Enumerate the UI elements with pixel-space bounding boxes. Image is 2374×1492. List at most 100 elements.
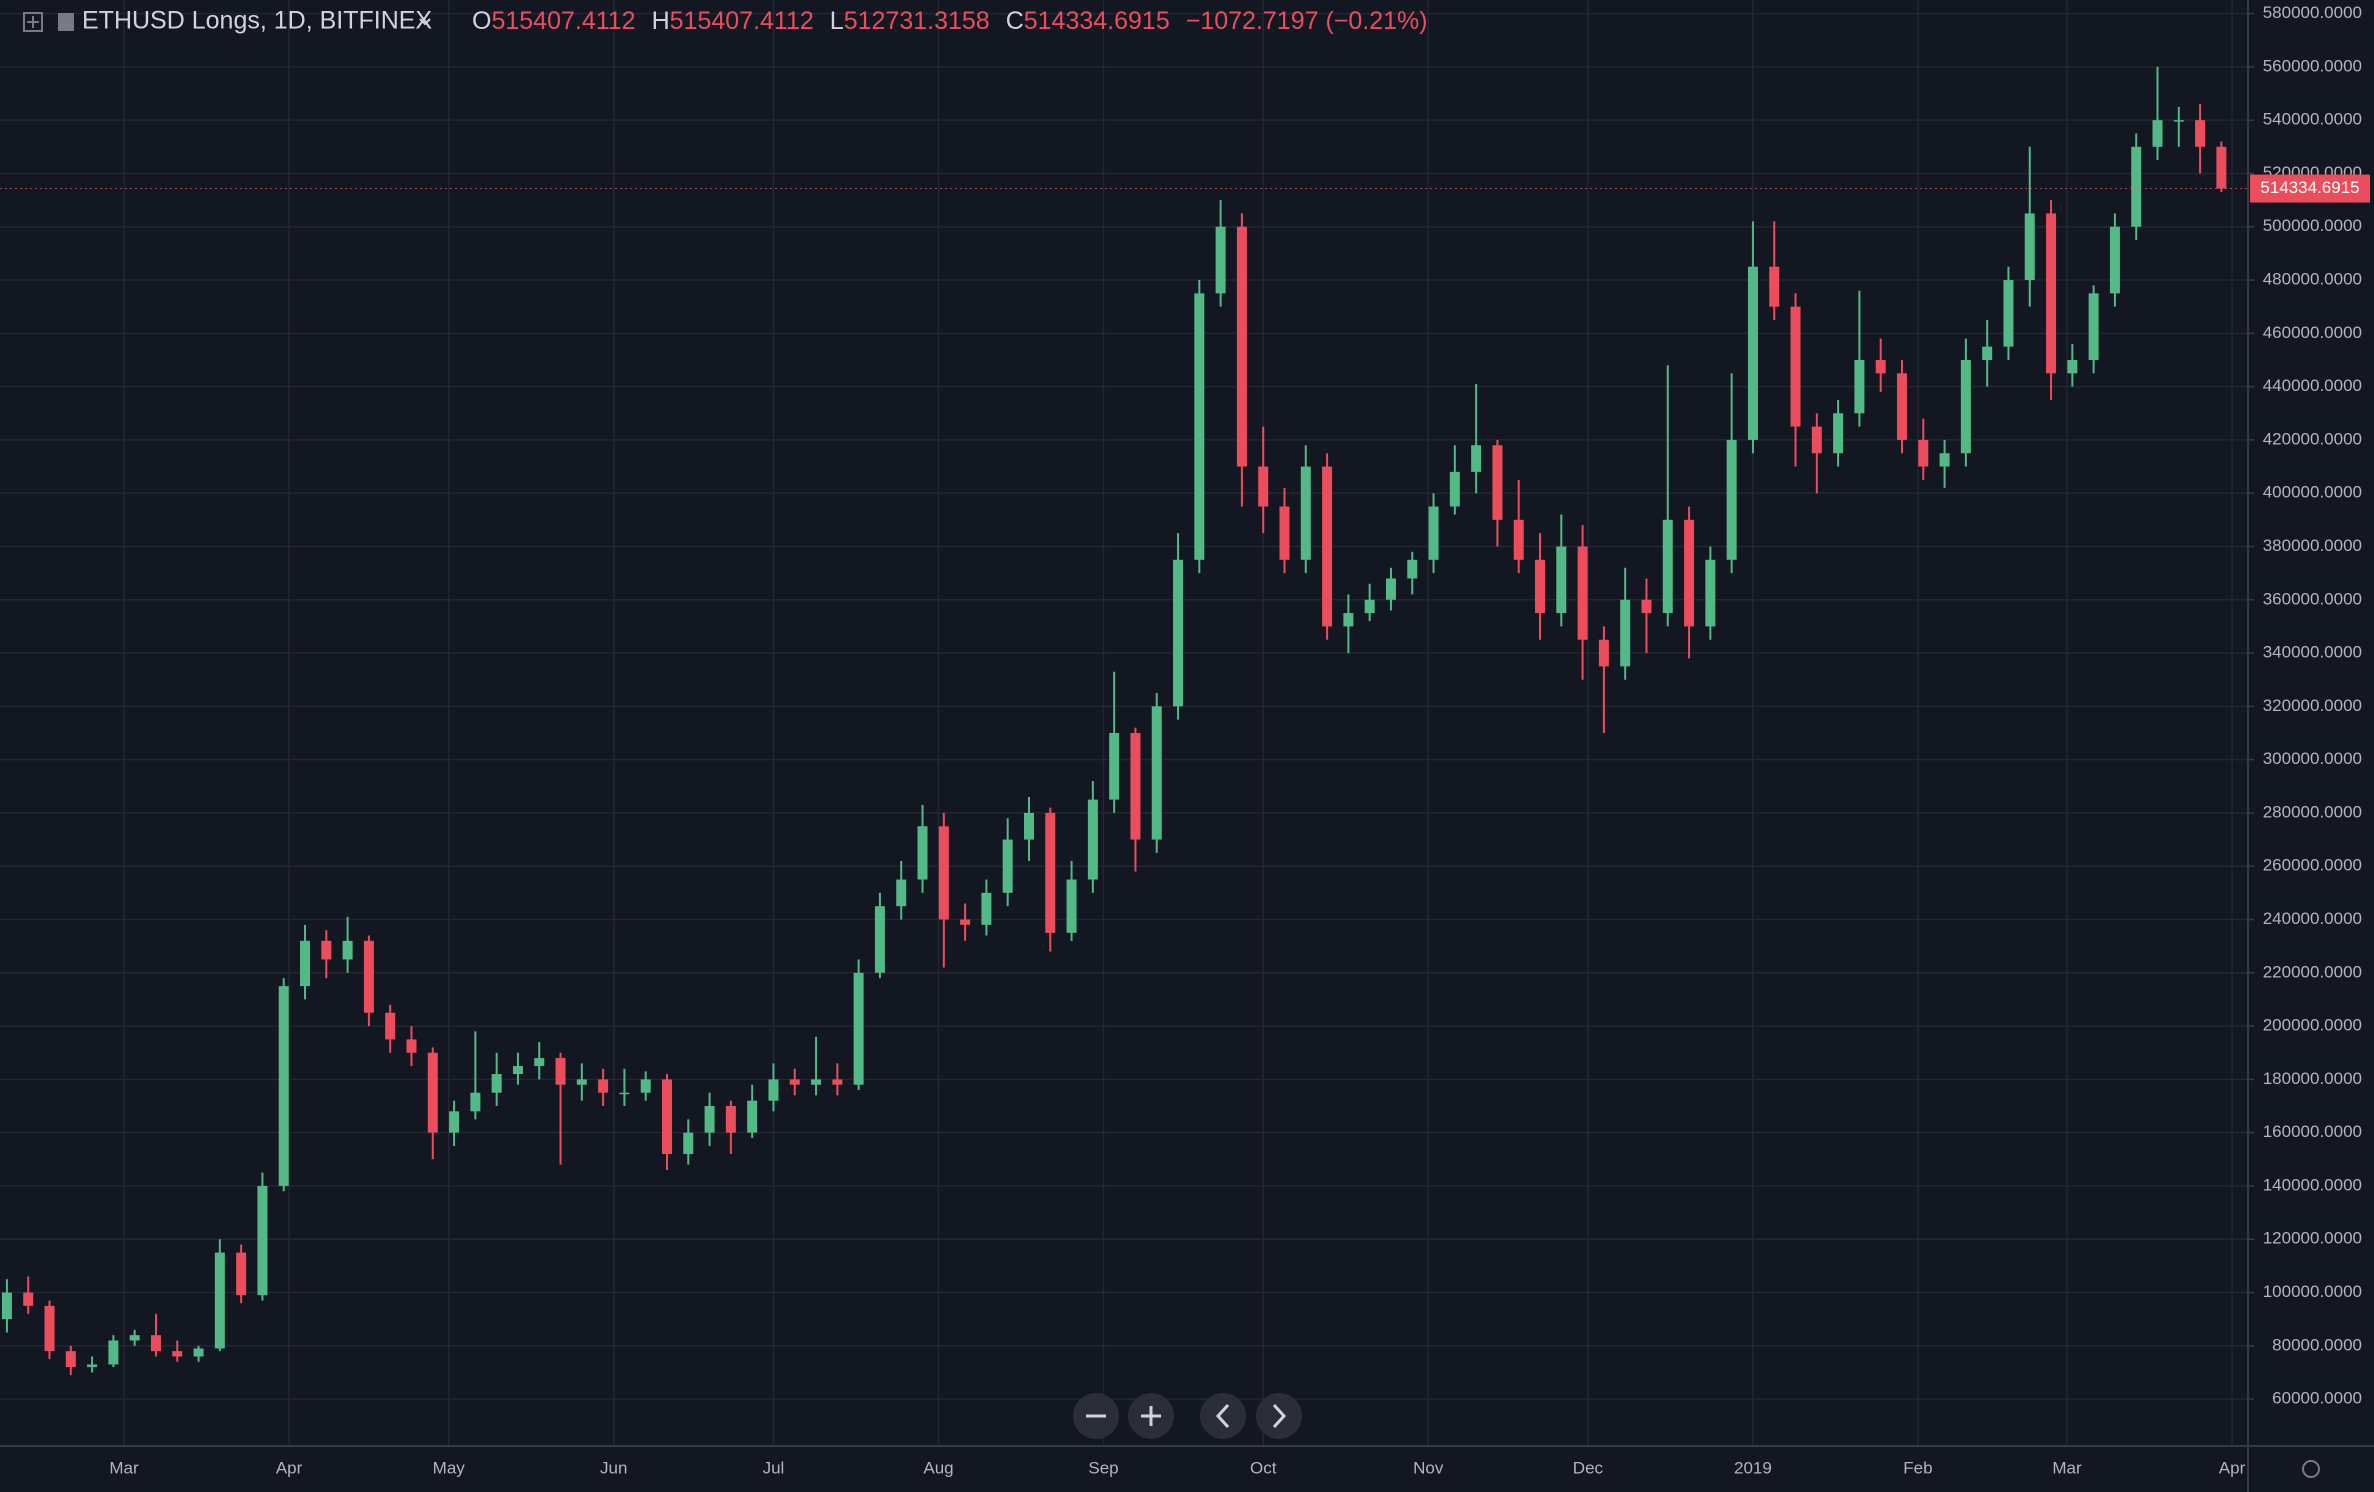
- candle-body: [129, 1335, 140, 1341]
- candle-body: [1428, 506, 1439, 560]
- candle-body: [896, 879, 907, 907]
- candle-body: [853, 972, 864, 1085]
- candle-body: [406, 1039, 417, 1053]
- y-tick-label: 480000.0000: [2263, 270, 2362, 289]
- candle-body: [236, 1252, 247, 1296]
- candle-body: [1939, 453, 1950, 467]
- candle-body: [321, 940, 332, 960]
- candle-body: [1790, 306, 1801, 427]
- candle-body: [1620, 599, 1631, 667]
- symbol-dropdown[interactable]: [419, 18, 431, 26]
- candle-body: [1215, 226, 1226, 294]
- candle-body: [470, 1092, 481, 1112]
- candle-body: [1, 1292, 12, 1320]
- candle-body: [2067, 359, 2078, 374]
- candle-body: [747, 1100, 758, 1133]
- y-tick-label: 460000.0000: [2263, 323, 2362, 342]
- candle-body: [1364, 599, 1375, 614]
- candle-body: [1343, 613, 1354, 627]
- settings-icon[interactable]: [2302, 1460, 2320, 1478]
- candle-body: [1960, 359, 1971, 454]
- candle-body: [1407, 559, 1418, 579]
- candle-body: [363, 940, 374, 1013]
- candle-body: [2195, 120, 2206, 147]
- last-price-badge: [2250, 174, 2370, 203]
- ohlc-value: 515407.4112: [670, 7, 814, 35]
- scroll-right-button[interactable]: [1256, 1393, 1302, 1439]
- y-tick-label: 280000.0000: [2263, 802, 2362, 821]
- candle-body: [1322, 466, 1333, 627]
- last-price-label: 514334.6915: [2260, 178, 2359, 197]
- y-tick-label: 560000.0000: [2263, 56, 2362, 75]
- candle-body: [619, 1092, 630, 1095]
- candle-body: [1087, 799, 1098, 880]
- y-tick-label: 380000.0000: [2263, 536, 2362, 555]
- x-tick-label: Mar: [109, 1458, 139, 1477]
- candle-body: [576, 1079, 587, 1085]
- candle-body: [1833, 413, 1844, 454]
- candle-body: [65, 1351, 76, 1368]
- candle-body: [832, 1079, 843, 1085]
- candle-body: [1492, 445, 1503, 520]
- add-icon[interactable]: [23, 12, 43, 32]
- ohlc-value: 514334.6915: [1024, 7, 1170, 35]
- candle-body: [874, 906, 885, 973]
- candle-body: [491, 1074, 502, 1093]
- y-tick-label: 240000.0000: [2263, 909, 2362, 928]
- candle-body: [2003, 280, 2014, 347]
- candle-body: [725, 1106, 736, 1133]
- candle-body: [1300, 466, 1311, 560]
- x-tick-label: Feb: [1903, 1458, 1932, 1477]
- candle-body: [1662, 519, 1673, 614]
- y-tick-label: 220000.0000: [2263, 962, 2362, 981]
- candle-body: [1236, 226, 1247, 467]
- candle-body: [640, 1079, 651, 1093]
- y-tick-label: 80000.0000: [2272, 1335, 2362, 1354]
- y-tick-label: 440000.0000: [2263, 376, 2362, 395]
- symbol-icon: [58, 13, 74, 31]
- x-tick-label: Dec: [1573, 1458, 1604, 1477]
- candle-body: [555, 1058, 566, 1085]
- candle-body: [449, 1111, 460, 1133]
- y-tick-label: 180000.0000: [2263, 1069, 2362, 1088]
- candle-body: [193, 1348, 204, 1357]
- ohlc-key: L: [830, 7, 844, 35]
- y-tick-label: 160000.0000: [2263, 1122, 2362, 1141]
- candle-body: [1982, 346, 1993, 360]
- candle-body: [150, 1335, 161, 1352]
- y-tick-label: 300000.0000: [2263, 749, 2362, 768]
- y-tick-label: 260000.0000: [2263, 856, 2362, 875]
- y-tick-label: 580000.0000: [2263, 3, 2362, 22]
- scroll-left-icon: [1215, 1403, 1230, 1429]
- y-tick-label: 360000.0000: [2263, 589, 2362, 608]
- candle-body: [2152, 120, 2163, 147]
- candle-body: [1726, 439, 1737, 560]
- candle-body: [108, 1340, 119, 1365]
- grid: [0, 0, 2248, 1446]
- y-tick-label: 120000.0000: [2263, 1229, 2362, 1248]
- settings[interactable]: [2302, 1460, 2320, 1478]
- x-tick-label: Nov: [1413, 1458, 1444, 1477]
- candle-body: [768, 1079, 779, 1101]
- x-tick-label: Oct: [1250, 1458, 1277, 1477]
- scroll-left-button[interactable]: [1200, 1393, 1246, 1439]
- candle-body: [1449, 471, 1460, 507]
- candle-body: [811, 1079, 822, 1085]
- candle-body: [2109, 226, 2120, 294]
- y-tick-label: 400000.0000: [2263, 483, 2362, 502]
- x-tick-label: Jul: [763, 1458, 785, 1477]
- candle-body: [662, 1079, 673, 1154]
- y-tick-label: 340000.0000: [2263, 643, 2362, 662]
- candle-body: [1023, 812, 1034, 840]
- candle-body: [1109, 732, 1120, 800]
- candle-body: [512, 1066, 523, 1075]
- candle-body: [1130, 732, 1141, 840]
- symbol-title[interactable]: ETHUSD Longs, 1D, BITFINEX: [82, 7, 432, 35]
- candle-body: [2088, 293, 2099, 360]
- candle-body: [960, 919, 971, 925]
- candle-body: [1513, 519, 1524, 560]
- x-tick-label: May: [433, 1458, 466, 1477]
- ohlc-value: 515407.4112: [491, 7, 635, 35]
- scroll-right-icon: [1272, 1403, 1287, 1429]
